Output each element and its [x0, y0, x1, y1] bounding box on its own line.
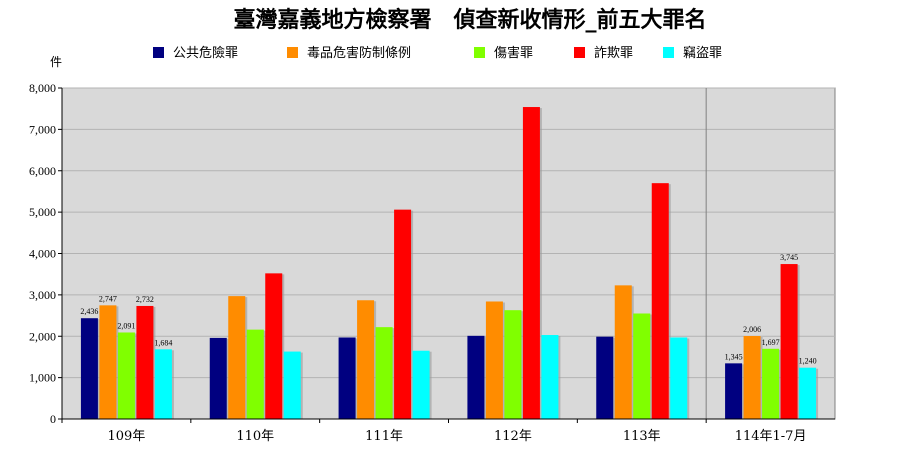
data-label: 2,732 — [136, 295, 154, 304]
legend-label: 公共危險罪 — [173, 46, 238, 61]
data-label: 3,745 — [780, 253, 798, 262]
bar — [283, 351, 301, 419]
data-label: 2,436 — [80, 307, 98, 316]
bar — [485, 301, 503, 419]
legend-swatch — [574, 47, 585, 58]
bar — [375, 327, 393, 419]
y-tick-label: 7,000 — [29, 122, 56, 136]
legend-label: 毒品危害防制條例 — [307, 45, 411, 61]
bars — [80, 107, 819, 419]
x-tick-label: 110年 — [236, 429, 274, 444]
bar — [357, 300, 375, 419]
legend-swatch — [153, 47, 164, 58]
bar — [80, 318, 98, 419]
legend: 公共危險罪 毒品危害防制條例 傷害罪 詐欺罪 竊盜罪 — [153, 45, 722, 61]
y-tick-label: 0 — [50, 412, 56, 426]
x-tick-label: 113年 — [623, 429, 661, 444]
y-tick-label: 6,000 — [29, 164, 56, 178]
bar — [338, 337, 356, 419]
y-tick-label: 1,000 — [29, 371, 56, 385]
y-tick-label: 8,000 — [29, 81, 56, 95]
bar — [228, 296, 246, 419]
x-tick-label: 111年 — [365, 429, 403, 444]
bar — [725, 363, 743, 419]
bar — [467, 335, 485, 419]
bar — [504, 310, 522, 419]
x-tick-label: 112年 — [494, 429, 532, 444]
bar — [154, 349, 172, 419]
data-label: 2,006 — [743, 325, 761, 334]
y-tick-label: 5,000 — [29, 205, 56, 219]
bar — [762, 348, 780, 419]
gridlines — [62, 87, 835, 419]
bar — [394, 209, 412, 419]
bar — [117, 332, 135, 419]
bar — [633, 313, 651, 419]
bar — [136, 305, 154, 419]
chart-title: 臺灣嘉義地方檢察署 偵查新收情形_前五大罪名 — [233, 7, 706, 33]
data-label: 1,697 — [762, 338, 780, 347]
data-label: 1,684 — [154, 338, 172, 347]
data-label: 2,091 — [117, 321, 135, 330]
bar — [596, 336, 614, 419]
y-axis-unit-label: 件 — [50, 55, 62, 69]
data-label: 1,240 — [799, 357, 817, 366]
legend-swatch — [287, 47, 298, 58]
legend-label: 傷害罪 — [494, 45, 533, 61]
y-tick-label: 4,000 — [29, 247, 56, 261]
bar — [799, 367, 817, 419]
bar — [541, 335, 559, 419]
x-tick-label: 109年 — [108, 429, 146, 444]
legend-swatch — [663, 47, 674, 58]
bar — [265, 273, 283, 419]
bar — [246, 329, 264, 419]
bar — [670, 337, 688, 419]
legend-label: 竊盜罪 — [683, 45, 722, 61]
y-tick-label: 3,000 — [29, 288, 56, 302]
x-axis-categories: 109年 110年 111年 112年 113年 114年1-7月 — [61, 419, 807, 444]
bar — [651, 183, 669, 419]
bar — [412, 350, 430, 419]
bar — [209, 337, 227, 419]
bar — [614, 285, 632, 419]
legend-swatch — [474, 47, 485, 58]
y-tick-label: 2,000 — [29, 329, 56, 343]
x-tick-label: 114年1-7月 — [735, 429, 807, 444]
data-label: 2,747 — [99, 294, 117, 303]
bar — [522, 107, 540, 419]
data-label: 1,345 — [725, 352, 743, 361]
bar — [99, 305, 117, 419]
legend-label: 詐欺罪 — [594, 45, 633, 61]
bar — [743, 336, 761, 419]
bar — [780, 264, 798, 419]
